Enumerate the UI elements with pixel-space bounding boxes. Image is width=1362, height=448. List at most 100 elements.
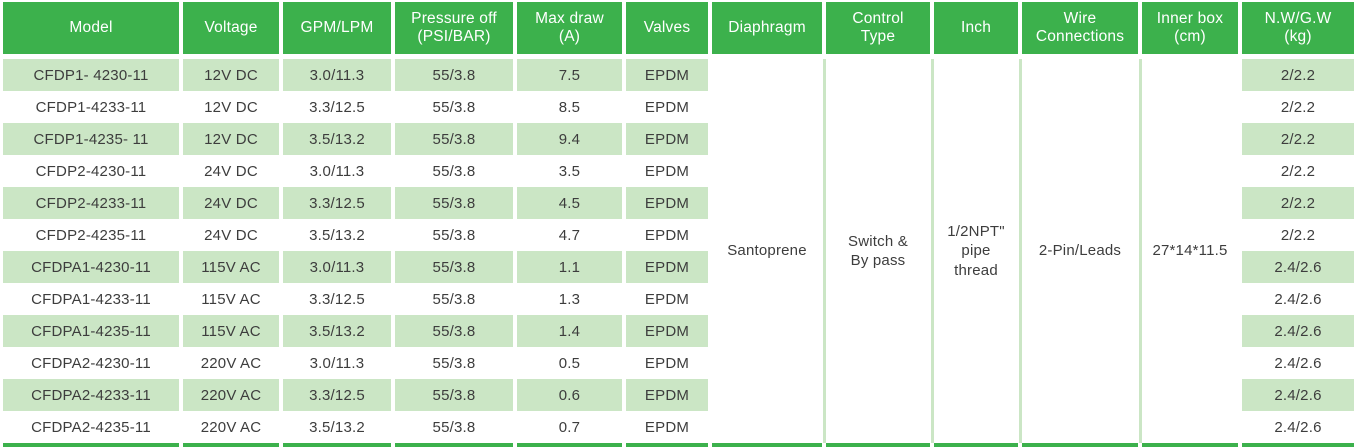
cell-pressure: 55/3.8 (395, 187, 513, 219)
table-bottom-border-segment (626, 443, 708, 447)
cell-pressure: 55/3.8 (395, 123, 513, 155)
cell-model: CFDP2-4230-11 (3, 155, 179, 187)
cell-nw-gw: 2.4/2.6 (1242, 283, 1354, 315)
cell-pressure: 55/3.8 (395, 251, 513, 283)
cell-pressure: 55/3.8 (395, 219, 513, 251)
cell-valves: EPDM (626, 187, 708, 219)
cell-valves: EPDM (626, 379, 708, 411)
cell-voltage: 12V DC (183, 91, 279, 123)
cell-max-draw: 0.5 (517, 347, 622, 379)
cell-max-draw: 0.6 (517, 379, 622, 411)
cell-voltage: 115V AC (183, 283, 279, 315)
cell-max-draw: 1.1 (517, 251, 622, 283)
cell-voltage: 12V DC (183, 59, 279, 91)
table-bottom-border-segment (934, 443, 1018, 447)
table-bottom-border-segment (1022, 443, 1138, 447)
cell-valves: EPDM (626, 91, 708, 123)
cell-gpm-lpm: 3.0/11.3 (283, 251, 391, 283)
cell-voltage: 115V AC (183, 251, 279, 283)
cell-model: CFDP1- 4230-11 (3, 59, 179, 91)
table-bottom-border-segment (3, 443, 179, 447)
cell-pressure: 55/3.8 (395, 315, 513, 347)
cell-model: CFDPA2-4230-11 (3, 347, 179, 379)
cell-diaphragm: Santoprene (712, 59, 822, 443)
cell-pressure: 55/3.8 (395, 59, 513, 91)
header-max-draw: Max draw (A) (517, 2, 622, 59)
cell-pressure: 55/3.8 (395, 91, 513, 123)
cell-max-draw: 1.4 (517, 315, 622, 347)
cell-pressure: 55/3.8 (395, 155, 513, 187)
cell-max-draw: 7.5 (517, 59, 622, 91)
cell-voltage: 115V AC (183, 315, 279, 347)
cell-inner-box: 27*14*11.5 (1138, 59, 1238, 443)
cell-valves: EPDM (626, 411, 708, 443)
header-inch: Inch (934, 2, 1018, 59)
header-control-type: Control Type (826, 2, 930, 59)
table-bottom-border-segment (517, 443, 622, 447)
table-bottom-border-segment (712, 443, 822, 447)
pump-spec-table: Model Voltage GPM/LPM Pressure off (PSI/… (3, 2, 1354, 447)
cell-voltage: 24V DC (183, 219, 279, 251)
cell-model: CFDP2-4233-11 (3, 187, 179, 219)
cell-nw-gw: 2/2.2 (1242, 155, 1354, 187)
cell-gpm-lpm: 3.3/12.5 (283, 283, 391, 315)
cell-pressure: 55/3.8 (395, 379, 513, 411)
header-pressure-off: Pressure off (PSI/BAR) (395, 2, 513, 59)
cell-nw-gw: 2/2.2 (1242, 123, 1354, 155)
cell-max-draw: 0.7 (517, 411, 622, 443)
cell-control-type: Switch & By pass (822, 59, 930, 443)
cell-gpm-lpm: 3.0/11.3 (283, 59, 391, 91)
table-bottom-border-segment (283, 443, 391, 447)
cell-max-draw: 1.3 (517, 283, 622, 315)
cell-voltage: 220V AC (183, 411, 279, 443)
cell-wire-connections: 2-Pin/Leads (1018, 59, 1138, 443)
cell-nw-gw: 2/2.2 (1242, 187, 1354, 219)
cell-nw-gw: 2/2.2 (1242, 91, 1354, 123)
cell-model: CFDPA2-4233-11 (3, 379, 179, 411)
cell-gpm-lpm: 3.3/12.5 (283, 379, 391, 411)
cell-model: CFDPA1-4233-11 (3, 283, 179, 315)
header-inner-box: Inner box (cm) (1142, 2, 1238, 59)
cell-valves: EPDM (626, 251, 708, 283)
cell-model: CFDP2-4235-11 (3, 219, 179, 251)
header-wire-connections: Wire Connections (1022, 2, 1138, 59)
header-model: Model (3, 2, 179, 59)
cell-pressure: 55/3.8 (395, 283, 513, 315)
cell-voltage: 220V AC (183, 379, 279, 411)
cell-nw-gw: 2.4/2.6 (1242, 315, 1354, 347)
cell-gpm-lpm: 3.5/13.2 (283, 123, 391, 155)
cell-valves: EPDM (626, 219, 708, 251)
cell-max-draw: 3.5 (517, 155, 622, 187)
cell-pressure: 55/3.8 (395, 347, 513, 379)
cell-voltage: 24V DC (183, 187, 279, 219)
cell-max-draw: 4.5 (517, 187, 622, 219)
cell-gpm-lpm: 3.5/13.2 (283, 219, 391, 251)
cell-gpm-lpm: 3.0/11.3 (283, 347, 391, 379)
cell-model: CFDP1-4233-11 (3, 91, 179, 123)
cell-max-draw: 4.7 (517, 219, 622, 251)
table-bottom-border-segment (826, 443, 930, 447)
cell-nw-gw: 2.4/2.6 (1242, 251, 1354, 283)
cell-valves: EPDM (626, 347, 708, 379)
cell-pressure: 55/3.8 (395, 411, 513, 443)
cell-nw-gw: 2/2.2 (1242, 59, 1354, 91)
cell-voltage: 24V DC (183, 155, 279, 187)
header-valves: Valves (626, 2, 708, 59)
cell-valves: EPDM (626, 59, 708, 91)
table-bottom-border-segment (183, 443, 279, 447)
cell-voltage: 12V DC (183, 123, 279, 155)
table-bottom-border-segment (1242, 443, 1354, 447)
table-bottom-border-segment (395, 443, 513, 447)
cell-valves: EPDM (626, 315, 708, 347)
cell-gpm-lpm: 3.3/12.5 (283, 91, 391, 123)
cell-valves: EPDM (626, 283, 708, 315)
table-bottom-border-segment (1142, 443, 1238, 447)
cell-valves: EPDM (626, 123, 708, 155)
cell-valves: EPDM (626, 155, 708, 187)
cell-model: CFDPA1-4235-11 (3, 315, 179, 347)
cell-nw-gw: 2/2.2 (1242, 219, 1354, 251)
cell-gpm-lpm: 3.5/13.2 (283, 315, 391, 347)
header-gpm-lpm: GPM/LPM (283, 2, 391, 59)
header-diaphragm: Diaphragm (712, 2, 822, 59)
header-voltage: Voltage (183, 2, 279, 59)
